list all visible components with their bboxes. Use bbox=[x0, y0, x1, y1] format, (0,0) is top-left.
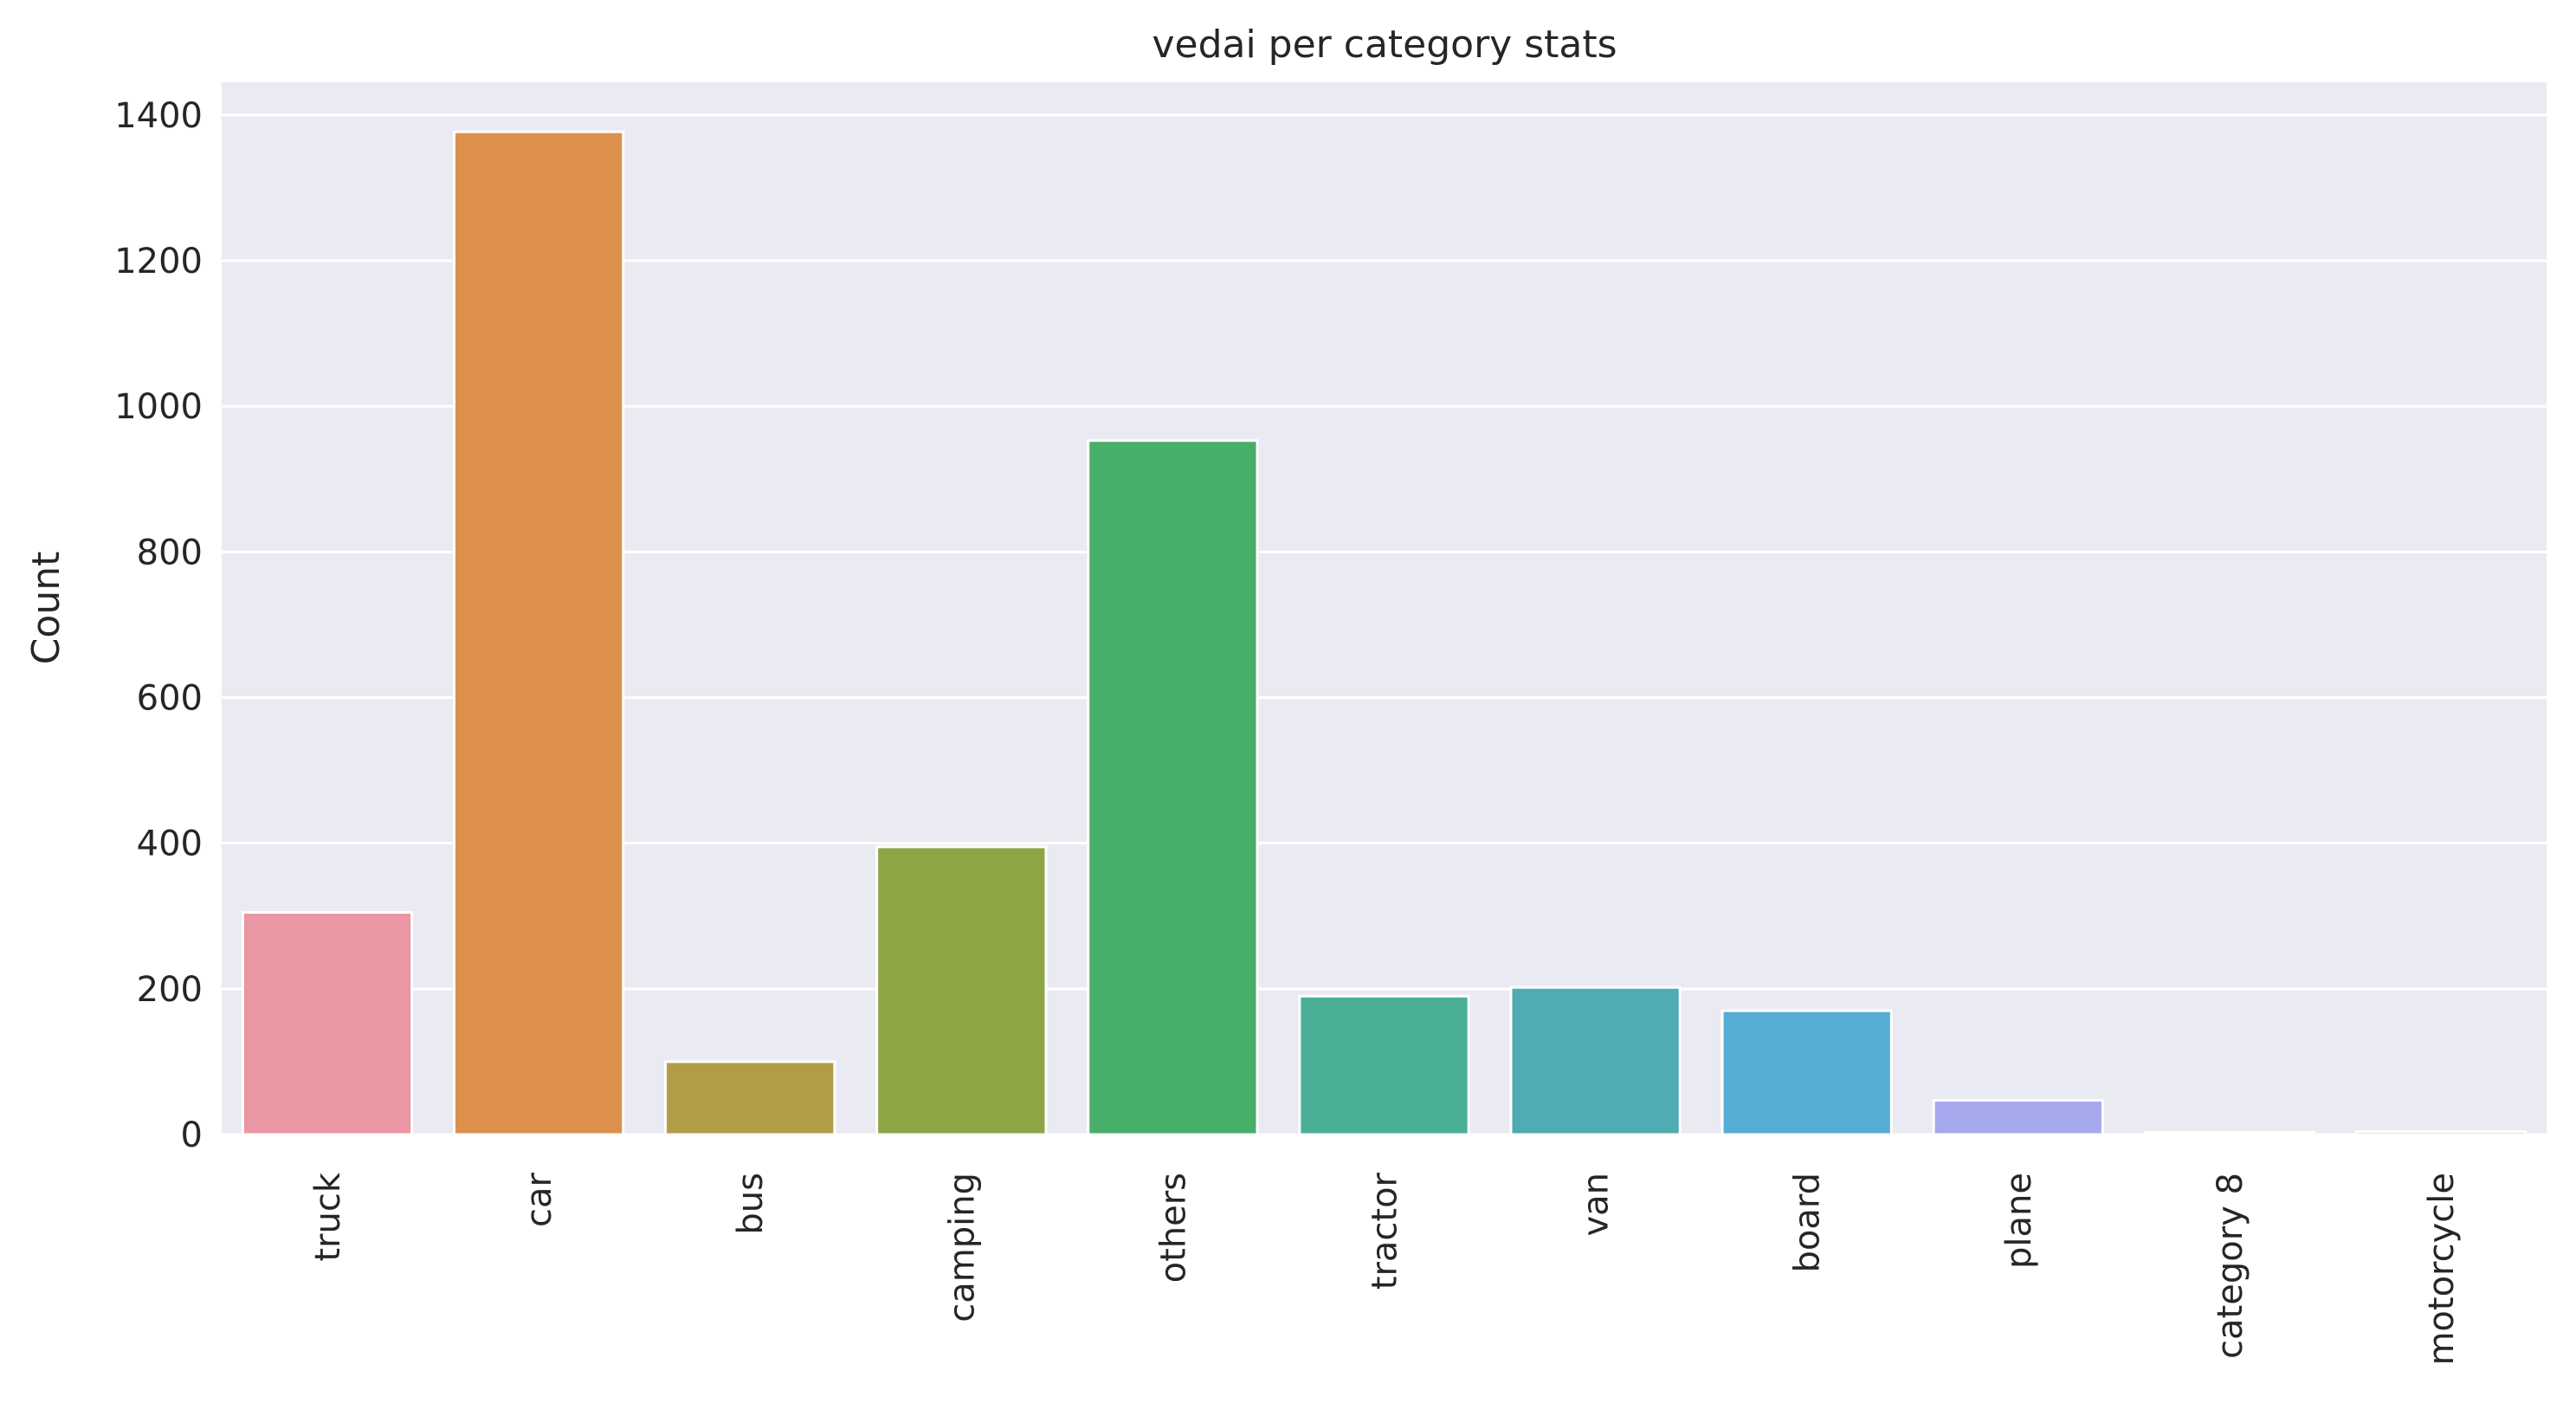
bar-bus bbox=[664, 1060, 836, 1136]
x-tick-labels: truck car bus camping others tractor van board p… bbox=[308, 1172, 2462, 1365]
y-tick-label: 800 bbox=[137, 533, 203, 572]
x-tick-label: category 8 bbox=[2211, 1173, 2250, 1359]
x-tick-label: camping bbox=[942, 1173, 982, 1322]
x-tick-label: bus bbox=[731, 1173, 771, 1235]
x-tick-label: others bbox=[1153, 1173, 1193, 1283]
y-tick-label: 400 bbox=[137, 824, 203, 864]
bar-truck bbox=[241, 911, 414, 1136]
x-tick-label: tractor bbox=[1365, 1172, 1405, 1290]
bars bbox=[241, 130, 2528, 1136]
y-tick-label: 0 bbox=[181, 1115, 203, 1155]
bar-van bbox=[1509, 986, 1682, 1136]
bar-motorcycle bbox=[2354, 1130, 2528, 1136]
bar-camping bbox=[875, 845, 1048, 1136]
x-tick-label: van bbox=[1577, 1173, 1617, 1237]
y-tick-label: 1200 bbox=[114, 242, 203, 281]
y-tick-labels: 0 200 400 600 800 1000 1200 1400 bbox=[114, 96, 203, 1155]
x-tick-label: motorcycle bbox=[2422, 1173, 2462, 1366]
y-axis-label: Count bbox=[24, 552, 68, 665]
y-tick-label: 1400 bbox=[114, 96, 203, 136]
bar-board bbox=[1721, 1009, 1893, 1136]
bar-tractor bbox=[1298, 994, 1470, 1136]
bar-others bbox=[1087, 439, 1259, 1136]
y-tick-label: 200 bbox=[137, 970, 203, 1010]
y-tick-label: 1000 bbox=[114, 387, 203, 427]
bar-category-8 bbox=[2143, 1130, 2316, 1136]
x-tick-label: truck bbox=[308, 1172, 348, 1261]
chart-title: vedai per category stats bbox=[1152, 23, 1617, 67]
x-tick-label: board bbox=[1788, 1173, 1828, 1273]
x-tick-label: plane bbox=[1999, 1173, 2039, 1269]
y-tick-label: 600 bbox=[137, 679, 203, 719]
bar-plane bbox=[1932, 1098, 2104, 1136]
x-tick-label: car bbox=[520, 1172, 559, 1227]
bar-car bbox=[453, 130, 625, 1136]
